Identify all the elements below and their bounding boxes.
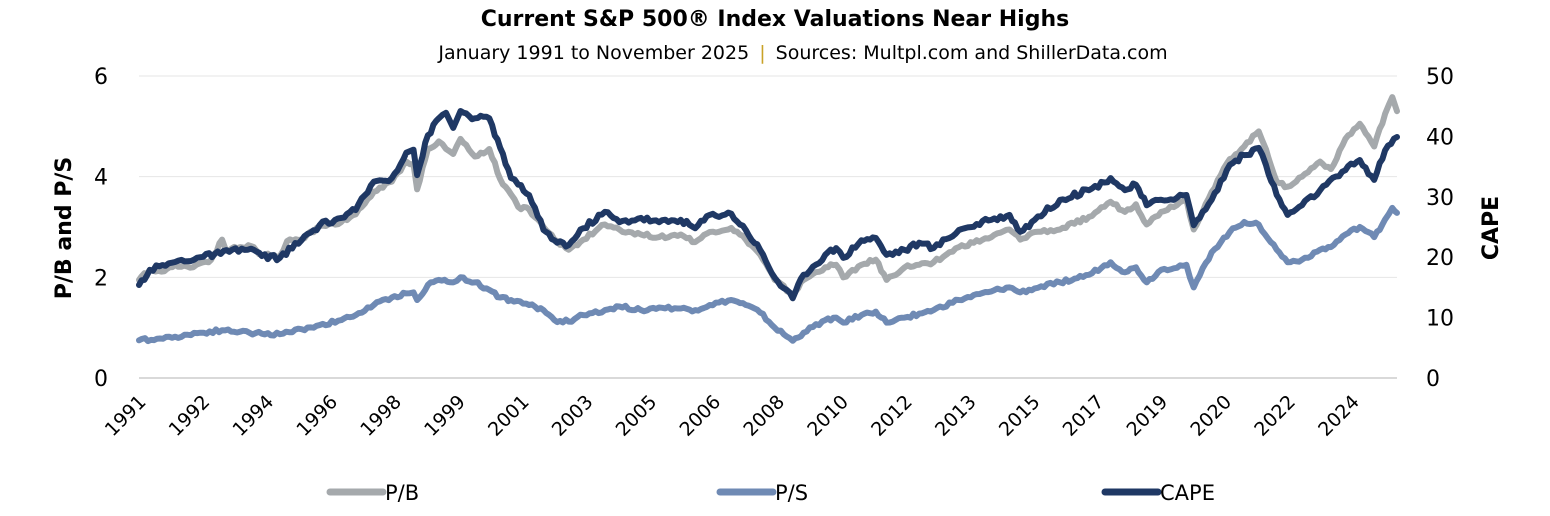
y-left-tick-label: 4	[94, 166, 108, 191]
x-tick-label: 1996	[292, 391, 342, 441]
legend-label: CAPE	[1160, 481, 1215, 505]
series-line-ps	[136, 204, 1400, 345]
x-tick-label: 2013	[931, 391, 981, 441]
y-axis-right-label: CAPE	[1479, 196, 1504, 260]
x-tick-label: 2024	[1314, 391, 1364, 441]
x-tick-label: 2015	[995, 391, 1045, 441]
legend-label: P/S	[775, 481, 808, 505]
x-tick-label: 2010	[803, 391, 853, 441]
x-tick-label: 2006	[676, 391, 726, 441]
x-tick-label: 2012	[867, 391, 917, 441]
y-right-tick-label: 10	[1426, 307, 1454, 332]
subtitle-date-range: January 1991 to November 2025	[437, 42, 749, 64]
legend-item-pb: P/B	[326, 481, 419, 505]
legend-item-ps: P/S	[716, 481, 808, 505]
x-tick-label: 1992	[165, 391, 215, 441]
y-right-tick-label: 20	[1426, 246, 1454, 271]
y-axis-left: 0 2 4 6	[94, 65, 108, 392]
x-tick-label: 2017	[1059, 391, 1109, 441]
legend-item-cape: CAPE	[1101, 481, 1215, 505]
y-right-tick-label: 0	[1426, 367, 1440, 392]
x-tick-label: 1991	[101, 391, 151, 441]
x-tick-label: 2005	[612, 391, 662, 441]
x-tick-label: 1999	[420, 391, 470, 441]
x-tick-label: 1994	[228, 391, 278, 441]
y-right-tick-label: 30	[1426, 186, 1454, 211]
y-left-tick-label: 6	[94, 65, 108, 90]
x-tick-label: 2019	[1123, 391, 1173, 441]
series-lines	[136, 94, 1400, 345]
y-right-tick-label: 40	[1426, 125, 1454, 150]
y-axis-right: 0 10 20 30 40 50	[1426, 65, 1454, 392]
chart-title: Current S&P 500® Index Valuations Near H…	[481, 7, 1069, 32]
legend: P/B P/S CAPE	[326, 481, 1215, 505]
y-left-tick-label: 2	[94, 266, 108, 291]
subtitle-separator: |	[759, 42, 765, 64]
x-axis: 1991 1992 1994 1996 1998 1999 2001 2003 2005 2006…	[101, 391, 1364, 441]
y-axis-left-label: P/B and P/S	[52, 157, 77, 300]
chart-subtitle: January 1991 to November 2025 | Sources:…	[437, 42, 1167, 64]
x-tick-label: 1998	[356, 391, 406, 441]
x-tick-label: 2022	[1250, 391, 1300, 441]
x-tick-label: 2001	[484, 391, 534, 441]
series-line-cape	[136, 108, 1400, 302]
x-tick-label: 2008	[739, 391, 789, 441]
x-tick-label: 2020	[1186, 391, 1236, 441]
subtitle-sources: Sources: Multpl.com and ShillerData.com	[776, 42, 1168, 64]
y-left-tick-label: 0	[94, 367, 108, 392]
y-right-tick-label: 50	[1426, 65, 1454, 90]
x-tick-label: 2003	[548, 391, 598, 441]
legend-label: P/B	[385, 481, 419, 505]
